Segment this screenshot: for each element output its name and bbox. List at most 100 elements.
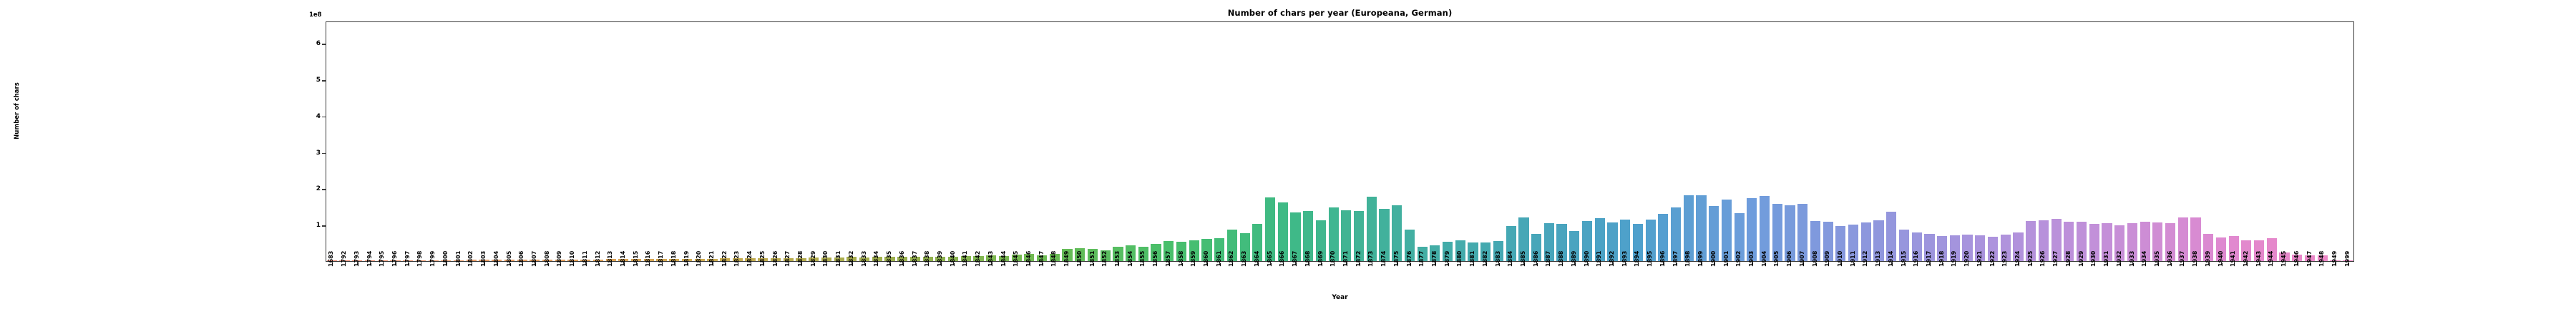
x-tick-mark (2094, 262, 2096, 265)
x-tick-label: 1816 (645, 250, 652, 267)
bar (377, 260, 388, 261)
x-tick-label: 1830 (822, 250, 829, 267)
x-tick-label: 1859 (1190, 250, 1197, 267)
x-tick-mark (1548, 262, 1551, 265)
y-tick-label: 4 (316, 112, 321, 120)
bar (1264, 197, 1276, 261)
x-tick-mark (712, 262, 713, 265)
bar (1556, 224, 1567, 261)
bar (935, 257, 946, 261)
bar (1037, 255, 1048, 261)
x-tick-mark (2220, 262, 2223, 265)
x-tick-label: 1826 (771, 250, 779, 267)
bar (2304, 255, 2316, 261)
x-tick-mark (585, 262, 587, 265)
bar (2343, 260, 2353, 261)
x-tick-mark (1980, 262, 1981, 265)
x-tick-mark (2132, 262, 2134, 265)
x-tick-mark (661, 262, 663, 265)
x-tick-mark (927, 262, 929, 265)
x-tick-label: 1924 (2014, 250, 2021, 267)
x-tick-label: 1889 (1570, 250, 1577, 267)
bar (403, 260, 414, 261)
x-tick-label: 1864 (1253, 250, 1260, 267)
x-tick-mark (1029, 262, 1030, 265)
bar (2152, 222, 2163, 261)
bar (1493, 240, 1504, 261)
bar (605, 259, 616, 261)
x-tick-label: 1806 (518, 250, 525, 267)
x-tick-label: 1948 (2318, 250, 2326, 267)
x-tick-mark (1270, 262, 1272, 265)
x-tick-mark (2259, 262, 2260, 265)
x-tick-mark (1802, 262, 1804, 265)
x-tick-mark (1320, 262, 1322, 265)
bar (1290, 212, 1301, 261)
x-tick-label: 1812 (594, 250, 601, 267)
x-tick-mark (1574, 262, 1576, 265)
x-tick-mark (2246, 262, 2248, 265)
x-tick-label: 1883 (1494, 250, 1501, 267)
x-tick-label: 1834 (873, 250, 880, 267)
x-tick-label: 1845 (1013, 250, 1020, 267)
x-tick-label: 1795 (379, 250, 386, 267)
bar (441, 260, 452, 261)
x-tick-mark (826, 262, 828, 265)
bar (1810, 220, 1821, 261)
x-tick-label: 1896 (1659, 250, 1666, 267)
x-tick-mark (1231, 262, 1234, 265)
bar (2330, 260, 2341, 261)
x-tick-label: 1817 (658, 250, 665, 267)
x-tick-mark (864, 262, 866, 265)
x-tick-label: 1925 (2026, 250, 2034, 267)
bar (492, 260, 502, 261)
x-tick-mark (648, 262, 650, 265)
bar (2000, 235, 2011, 261)
x-tick-label: 1850 (1075, 250, 1083, 267)
bar (1785, 205, 1795, 261)
x-tick-label: 1853 (1114, 250, 1121, 267)
x-tick-mark (1498, 262, 1500, 265)
bar (1696, 195, 1707, 261)
bar (681, 258, 693, 261)
x-tick-label: 1906 (1786, 250, 1793, 267)
bar (1430, 245, 1440, 261)
x-tick-label: 1891 (1596, 250, 1603, 267)
x-tick-label: 1801 (454, 250, 462, 267)
bar (720, 258, 731, 261)
x-tick-mark (522, 262, 523, 265)
bar (2102, 222, 2112, 261)
x-tick-mark (1625, 262, 1626, 265)
x-tick-label: 1873 (1367, 250, 1375, 267)
bar (1239, 233, 1250, 261)
bar (1569, 231, 1580, 261)
x-tick-mark (2297, 262, 2298, 265)
bar (618, 259, 629, 261)
bar (2089, 223, 2099, 261)
x-tick-label: 1935 (2153, 250, 2160, 267)
bar (796, 258, 806, 261)
x-tick-mark (2119, 262, 2121, 265)
bar (1480, 242, 1491, 261)
x-tick-label: 1942 (2242, 250, 2249, 267)
x-tick-mark (1828, 262, 1829, 265)
bar (922, 256, 933, 261)
bar (2292, 255, 2303, 261)
bar (1151, 244, 1161, 261)
bar (1670, 207, 1682, 261)
x-tick-mark (1954, 262, 1956, 265)
bar (1937, 235, 1948, 261)
x-tick-label: 1885 (1520, 250, 1527, 267)
bar (1721, 199, 1732, 261)
x-tick-label: 1941 (2230, 250, 2237, 267)
x-tick-label: 1882 (1481, 250, 1488, 267)
y-tick-label: 5 (316, 77, 321, 84)
bar (1962, 235, 1973, 261)
x-tick-label: 1839 (936, 250, 943, 267)
x-tick-label: 1914 (1887, 250, 1894, 267)
x-tick-label: 1815 (632, 250, 639, 267)
x-tick-label: 1869 (1317, 250, 1324, 267)
x-tick-mark (1282, 262, 1284, 265)
x-tick-mark (1903, 262, 1906, 265)
bar (2228, 235, 2239, 261)
